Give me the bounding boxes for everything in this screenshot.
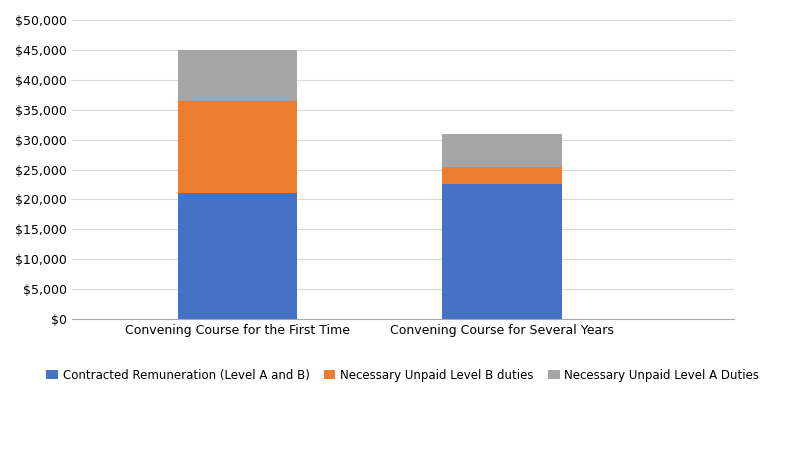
Bar — [178, 193, 297, 319]
Bar — [442, 184, 562, 319]
Bar — [442, 134, 562, 167]
Legend: Contracted Remuneration (Level A and B), Necessary Unpaid Level B duties, Necess: Contracted Remuneration (Level A and B),… — [42, 364, 764, 386]
Bar — [442, 167, 562, 184]
Bar — [178, 50, 297, 101]
Bar — [178, 101, 297, 193]
